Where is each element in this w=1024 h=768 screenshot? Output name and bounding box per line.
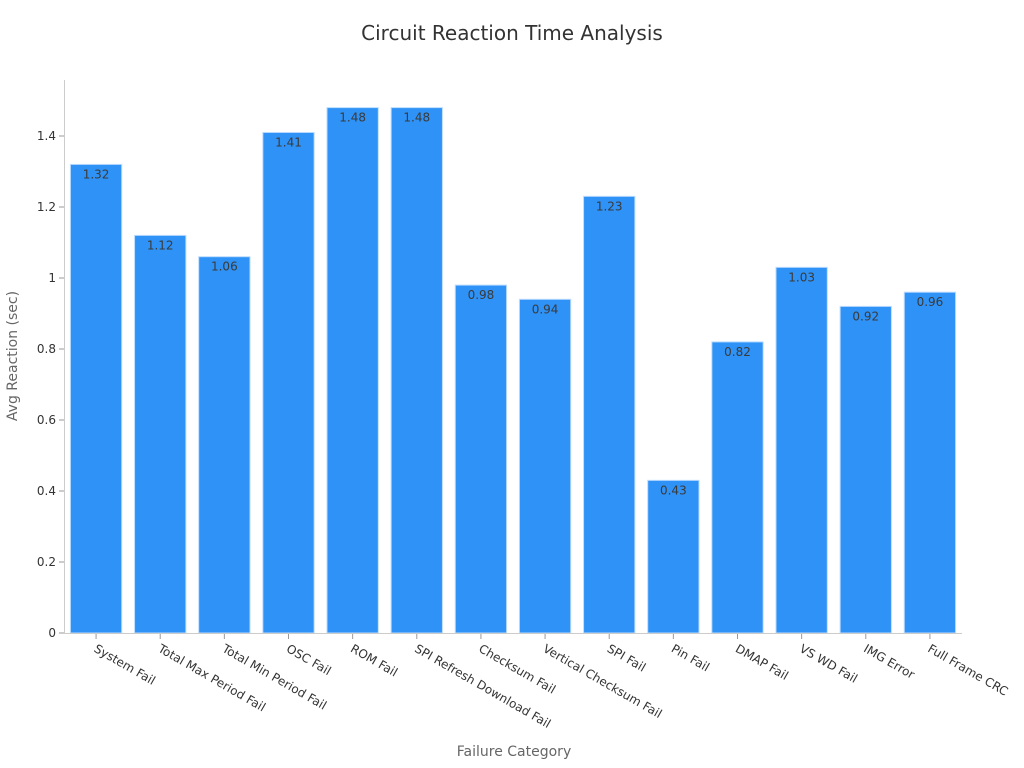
- data-label: 0.43: [660, 483, 687, 497]
- data-label: 1.48: [339, 111, 366, 125]
- bar: [903, 291, 957, 634]
- y-tick-label: 0.4: [37, 484, 56, 498]
- data-label: 0.82: [724, 345, 751, 359]
- data-label: 1.23: [596, 199, 623, 213]
- x-tick-label: Total Min Period Fail: [219, 641, 329, 713]
- x-axis-title: Failure Category: [457, 744, 571, 760]
- x-tick-label: System Fail: [92, 641, 158, 687]
- data-label: 1.12: [147, 238, 174, 252]
- y-tick-label: 0.6: [37, 413, 56, 427]
- data-label: 1.41: [275, 135, 302, 149]
- bar: [775, 266, 828, 634]
- data-label: 1.48: [403, 111, 430, 125]
- x-tick-label: ROM Fail: [348, 641, 400, 679]
- bar: [262, 131, 315, 634]
- y-tick-label: 1.2: [37, 200, 56, 214]
- x-tick-label: IMG Error: [861, 641, 917, 681]
- data-label: 0.96: [917, 295, 944, 309]
- bar: [134, 234, 187, 634]
- bar: [518, 298, 572, 634]
- y-axis-title: Avg Reaction (sec): [5, 291, 21, 421]
- x-tick-label: SPI Fail: [605, 641, 648, 674]
- bar: [839, 305, 892, 634]
- chart-title: Circuit Reaction Time Analysis: [361, 21, 663, 45]
- bar: [647, 479, 700, 634]
- y-tick-label: 0: [48, 626, 56, 640]
- x-tick-label: OSC Fail: [284, 641, 334, 678]
- data-label: 1.03: [788, 270, 815, 284]
- y-tick-label: 0.2: [37, 555, 56, 569]
- y-tick-label: 0.8: [37, 342, 56, 356]
- bar: [454, 284, 508, 634]
- y-tick-label: 1: [48, 271, 56, 285]
- data-label: 1.32: [83, 167, 110, 181]
- data-label: 0.92: [852, 309, 879, 323]
- data-label: 0.98: [468, 288, 495, 302]
- bar: [390, 107, 443, 634]
- x-tick-label: Vertical Checksum Fail: [541, 641, 665, 721]
- bar: [583, 195, 636, 634]
- bar: [326, 107, 379, 634]
- data-label: 1.06: [211, 260, 238, 274]
- x-tick-label: DMAP Fail: [733, 641, 791, 682]
- bar: [198, 256, 251, 634]
- plot-area: 0 0.2 0.4 0.6 0.8 1 1.2 1.4 1.32 System Fail 1.12 T…: [37, 107, 1010, 731]
- data-label: 0.94: [532, 302, 559, 316]
- x-tick-label: Total Max Period Fail: [155, 641, 268, 714]
- y-tick-label: 1.4: [37, 129, 56, 143]
- bar: [69, 163, 123, 634]
- x-tick-label: VS WD Fail: [797, 641, 860, 685]
- x-tick-label: Full Frame CRC: [925, 641, 1010, 698]
- x-tick-label: Pin Fail: [669, 641, 712, 674]
- bar: [711, 341, 764, 634]
